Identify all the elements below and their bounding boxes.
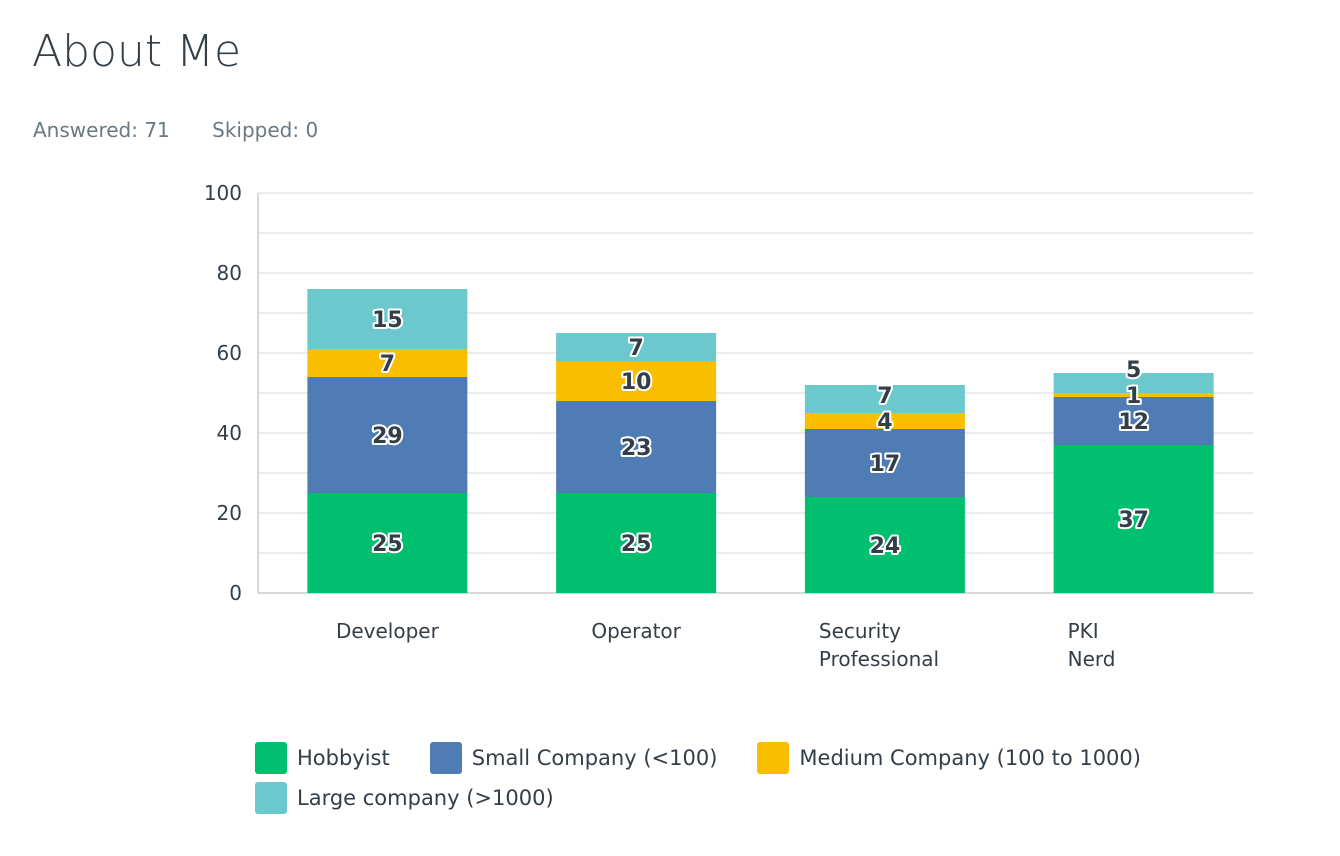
- bar-segment: [556, 361, 717, 401]
- stacked-bar-chart: 0 20 40 60 80 100 25 29 7 15 Developer 25 23 10 7 Opera…: [204, 181, 1253, 671]
- bar-segment: [307, 377, 468, 493]
- data-label: 7: [380, 352, 395, 377]
- x-tick-label: Security: [819, 619, 901, 643]
- data-label: 25: [372, 532, 403, 557]
- data-label: 24: [870, 534, 901, 559]
- legend-item: Medium Company (100 to 1000): [757, 738, 1141, 778]
- y-tick-label: 20: [217, 501, 242, 525]
- legend-label: Medium Company (100 to 1000): [799, 746, 1141, 770]
- legend-label: Small Company (<100): [471, 746, 718, 770]
- bar-segment: [556, 493, 717, 593]
- x-tick-label: Operator: [591, 619, 681, 643]
- bar-segment: [804, 385, 965, 413]
- response-stats: Answered: 71 Skipped: 0: [33, 118, 354, 142]
- legend-label: Hobbyist: [297, 746, 390, 770]
- data-label: 7: [628, 336, 643, 361]
- legend-item: Hobbyist: [255, 738, 390, 778]
- bar-segment: [1053, 397, 1214, 445]
- data-label: 5: [1126, 358, 1141, 383]
- y-tick-label: 100: [204, 181, 242, 205]
- bar-segment: [556, 401, 717, 493]
- x-tick-label: Developer: [336, 619, 440, 643]
- answered-count: Answered: 71: [33, 118, 170, 142]
- data-label: 29: [372, 424, 403, 449]
- y-tick-label: 40: [217, 421, 242, 445]
- data-label: 25: [621, 532, 652, 557]
- x-tick-label: PKI: [1068, 619, 1099, 643]
- bar-segment: [556, 333, 717, 361]
- bar-segment: [1053, 373, 1214, 393]
- bar-segment: [307, 493, 468, 593]
- x-tick-label: Nerd: [1068, 647, 1116, 671]
- data-label: 10: [621, 370, 652, 395]
- bar-segment: [804, 413, 965, 429]
- data-label: 12: [1118, 410, 1149, 435]
- legend-item: Small Company (<100): [429, 738, 718, 778]
- bar-segment: [804, 429, 965, 497]
- bar-segment: [1053, 393, 1214, 397]
- legend-swatch: [255, 782, 287, 814]
- legend-swatch: [757, 742, 790, 774]
- page-title: About Me: [32, 26, 242, 77]
- data-label: 15: [372, 308, 403, 333]
- skipped-count: Skipped: 0: [212, 118, 319, 142]
- y-tick-label: 0: [229, 581, 242, 605]
- data-label: 23: [621, 436, 652, 461]
- bar-segment: [307, 349, 468, 377]
- data-label: 4: [877, 410, 892, 435]
- bar-segment: [307, 289, 468, 349]
- data-label: 7: [877, 384, 892, 409]
- legend-label: Large company (>1000): [297, 786, 554, 810]
- bar-segment: [1053, 445, 1214, 593]
- y-tick-label: 80: [217, 261, 242, 285]
- data-label: 37: [1118, 508, 1149, 533]
- chart-legend: Hobbyist Small Company (<100) Medium Compa…: [255, 738, 1215, 818]
- bar-segment: [804, 497, 965, 593]
- x-tick-label: Professional: [819, 647, 939, 671]
- legend-item: Large company (>1000): [255, 778, 554, 818]
- legend-swatch: [429, 742, 462, 774]
- y-tick-label: 60: [217, 341, 242, 365]
- data-label: 1: [1126, 384, 1141, 409]
- legend-swatch: [255, 742, 287, 774]
- data-label: 17: [870, 452, 901, 477]
